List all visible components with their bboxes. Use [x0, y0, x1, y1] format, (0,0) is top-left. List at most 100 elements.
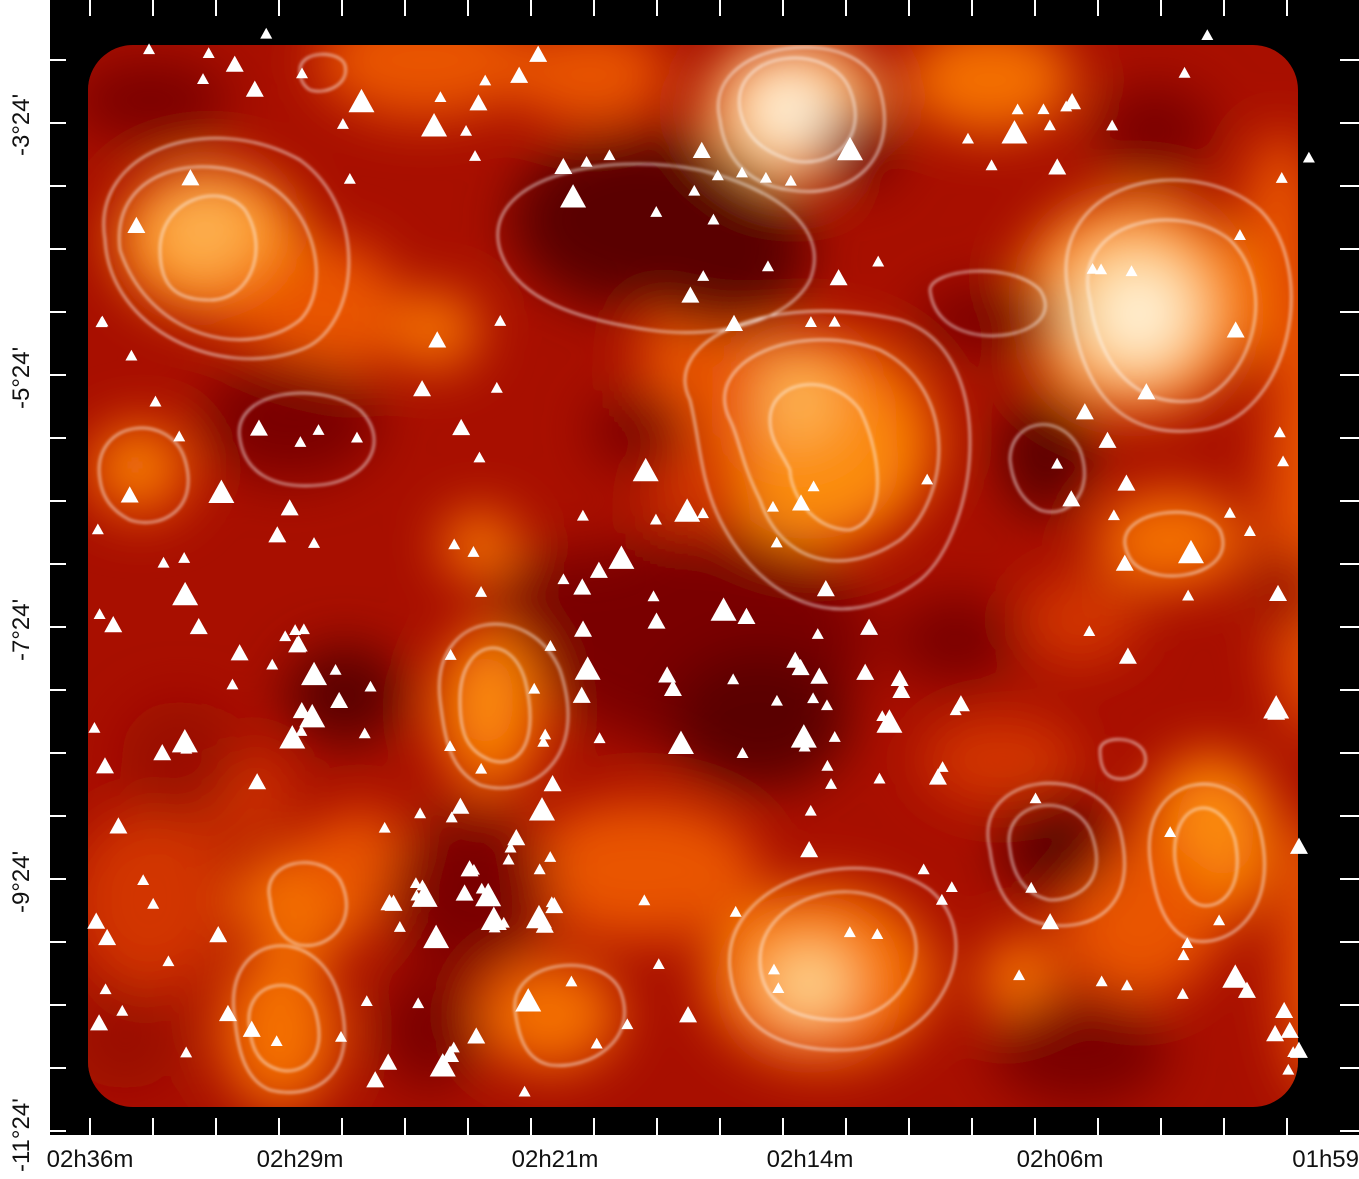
- source-marker-triangle: [535, 916, 554, 933]
- ra-tick-label: 02h29m: [256, 1146, 344, 1173]
- source-marker-triangle: [1302, 151, 1315, 163]
- contour-line: [717, 46, 886, 193]
- source-marker-triangle: [560, 184, 587, 208]
- source-marker-triangle: [268, 526, 287, 543]
- source-marker-triangle: [632, 457, 659, 482]
- source-marker-triangle: [364, 680, 377, 692]
- contour-line: [1065, 179, 1292, 432]
- map-field: [88, 45, 1298, 1107]
- contour-line: [1173, 807, 1239, 907]
- source-marker-triangle: [1086, 262, 1099, 274]
- source-marker-triangle: [1237, 981, 1256, 998]
- density-blob: [390, 290, 480, 370]
- source-marker-triangle: [189, 617, 208, 635]
- source-marker-triangle: [360, 995, 373, 1007]
- source-marker-triangle: [692, 141, 711, 158]
- source-marker-triangle: [1164, 826, 1177, 838]
- contour-line: [1009, 423, 1086, 513]
- source-marker-triangle: [1062, 490, 1081, 507]
- source-marker-triangle: [384, 894, 403, 911]
- contour-line: [738, 57, 856, 163]
- density-blob: [88, 60, 230, 140]
- source-marker-triangle: [557, 573, 570, 585]
- source-marker-triangle: [494, 315, 507, 326]
- source-marker-triangle: [829, 269, 848, 286]
- source-marker-triangle: [856, 663, 875, 680]
- source-marker-triangle: [350, 431, 363, 443]
- source-marker-triangle: [828, 315, 841, 327]
- contour-line: [102, 137, 350, 360]
- source-marker-triangle: [475, 882, 502, 907]
- source-marker-triangle: [593, 732, 606, 744]
- contour-line: [514, 964, 626, 1067]
- source-marker-triangle: [647, 590, 660, 602]
- source-marker-triangle: [348, 88, 375, 113]
- density-blob: [88, 990, 180, 1090]
- source-marker-triangle: [295, 725, 308, 736]
- source-marker-triangle: [544, 851, 557, 862]
- source-marker-triangle: [828, 731, 841, 742]
- contour-line: [459, 647, 531, 763]
- source-marker-triangle: [109, 817, 128, 834]
- source-marker-triangle: [378, 821, 391, 833]
- source-marker-triangle: [173, 430, 186, 442]
- source-marker-triangle: [533, 863, 546, 875]
- source-marker-triangle: [1013, 969, 1026, 981]
- source-marker-triangle: [545, 896, 564, 914]
- source-marker-triangle: [448, 538, 461, 550]
- ra-tick-label: 02h36m: [46, 1146, 134, 1173]
- density-blob: [155, 185, 255, 275]
- source-marker-triangle: [820, 699, 833, 711]
- source-marker-triangle: [1223, 506, 1236, 518]
- source-marker-triangle: [658, 666, 677, 683]
- source-marker-triangle: [1106, 119, 1119, 131]
- source-marker-triangle: [711, 169, 724, 181]
- source-marker-triangle: [1115, 554, 1134, 571]
- density-blob: [520, 800, 760, 940]
- contour-line: [268, 861, 348, 947]
- density-blob: [490, 550, 650, 650]
- source-marker-triangle: [143, 43, 156, 55]
- source-marker-triangle: [413, 380, 432, 397]
- source-marker-triangle: [120, 486, 139, 503]
- source-marker-triangle: [301, 661, 328, 686]
- source-marker-triangle: [1118, 647, 1137, 664]
- source-marker-triangle: [917, 863, 930, 875]
- source-marker-triangle: [296, 67, 309, 79]
- source-marker-triangle: [460, 125, 473, 136]
- contour-line: [248, 984, 320, 1072]
- source-marker-triangle: [688, 184, 701, 196]
- source-marker-triangle: [312, 424, 325, 435]
- source-marker-triangle: [507, 828, 526, 846]
- source-marker-triangle: [638, 894, 651, 906]
- source-marker-triangle: [810, 667, 829, 684]
- source-marker-triangle: [171, 728, 198, 753]
- source-marker-triangle: [735, 166, 748, 178]
- source-marker-triangle: [1051, 457, 1064, 469]
- contour-line: [118, 166, 318, 341]
- source-marker-triangle: [343, 172, 356, 184]
- density-blob: [1175, 775, 1255, 885]
- contour-line: [1148, 783, 1266, 943]
- dec-tick-label: -5°24': [8, 346, 35, 410]
- source-marker-triangle: [790, 724, 817, 748]
- source-marker-triangle: [554, 157, 573, 175]
- source-marker-triangle: [294, 436, 307, 447]
- density-blob: [1020, 575, 1140, 665]
- source-marker-triangle: [576, 509, 589, 521]
- source-marker-triangle: [1001, 120, 1028, 144]
- source-marker-triangle: [574, 620, 593, 637]
- source-marker-triangle: [649, 513, 662, 525]
- source-marker-triangle: [181, 169, 200, 186]
- source-marker-triangle: [737, 607, 756, 625]
- source-marker-triangle: [178, 552, 191, 563]
- source-marker-triangle: [172, 581, 199, 606]
- source-marker-triangle: [95, 757, 114, 774]
- source-marker-triangle: [707, 213, 720, 225]
- source-marker-triangle: [411, 883, 438, 907]
- source-marker-triangle: [565, 975, 578, 987]
- source-marker-triangle: [1117, 474, 1136, 491]
- source-marker-triangle: [650, 206, 663, 217]
- source-marker-triangle: [87, 912, 106, 929]
- source-marker-triangle: [248, 773, 267, 790]
